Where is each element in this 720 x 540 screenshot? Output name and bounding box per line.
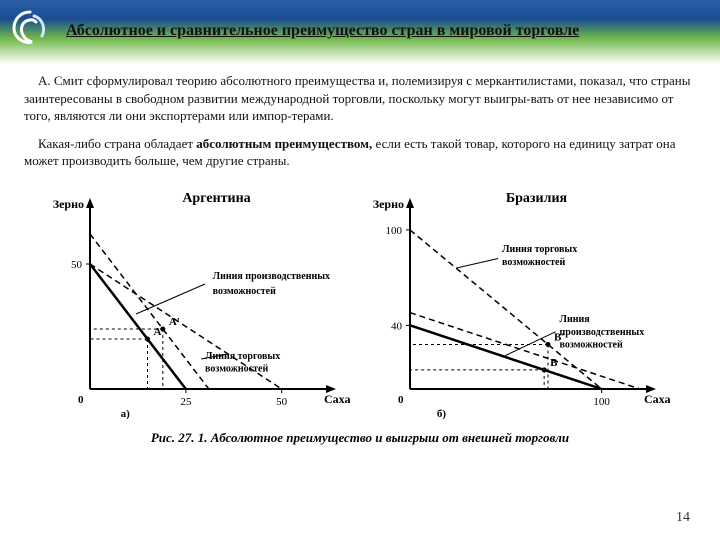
- svg-text:100: 100: [386, 225, 403, 237]
- svg-text:A': A': [169, 316, 180, 328]
- svg-text:0: 0: [398, 394, 404, 406]
- svg-text:б): б): [437, 408, 447, 420]
- svg-text:а): а): [121, 408, 130, 420]
- figure-area: Зерно Сахар 0 Аргентина 50 25 50 A A' Линия прои…: [0, 180, 720, 424]
- page-title: Абсолютное и сравнительное преимущество …: [66, 22, 712, 40]
- svg-text:Аргентина: Аргентина: [182, 191, 250, 206]
- svg-text:Линия: Линия: [560, 314, 591, 325]
- svg-text:A: A: [154, 326, 162, 338]
- svg-text:Сахар: Сахар: [644, 392, 670, 406]
- figure-caption: Рис. 27. 1. Абсолютное преимущество и вы…: [0, 430, 720, 446]
- svg-text:Бразилия: Бразилия: [506, 191, 568, 206]
- svg-text:Линия производственных: Линия производственных: [213, 271, 330, 282]
- svg-text:0: 0: [78, 394, 84, 406]
- svg-text:производственных: производственных: [560, 327, 645, 338]
- svg-text:50: 50: [71, 259, 83, 271]
- svg-text:25: 25: [180, 396, 192, 408]
- svg-text:B: B: [550, 357, 558, 369]
- svg-text:возможностей: возможностей: [213, 286, 276, 297]
- page-number: 14: [676, 510, 690, 526]
- header-band: Абсолютное и сравнительное преимущество …: [0, 0, 720, 64]
- svg-text:возможностей: возможностей: [205, 363, 268, 374]
- svg-text:40: 40: [391, 320, 403, 332]
- svg-text:Линия торговых: Линия торговых: [502, 244, 577, 255]
- p2-pre: Какая-либо страна обладает: [38, 136, 196, 151]
- svg-text:50: 50: [276, 396, 288, 408]
- svg-text:Зерно: Зерно: [373, 197, 404, 211]
- svg-text:возможностей: возможностей: [560, 339, 623, 350]
- svg-text:Зерно: Зерно: [53, 197, 84, 211]
- chart-argentina: Зерно Сахар 0 Аргентина 50 25 50 A A' Линия прои…: [50, 184, 350, 424]
- svg-text:Сахар: Сахар: [324, 392, 350, 406]
- svg-text:100: 100: [593, 396, 610, 408]
- logo-swirl-icon: [10, 8, 50, 48]
- svg-text:возможностей: возможностей: [502, 257, 565, 268]
- p2-bold: абсолютным преимуществом,: [196, 136, 372, 151]
- paragraph-2: Какая-либо страна обладает абсолютным пр…: [24, 135, 696, 170]
- paragraph-1: А. Смит сформулировал теорию абсолютного…: [24, 72, 696, 125]
- body-text: А. Смит сформулировал теорию абсолютного…: [0, 64, 720, 170]
- chart-brazil: ЗерноСахар 0Бразилия40100100BB'Линия тор…: [370, 184, 670, 424]
